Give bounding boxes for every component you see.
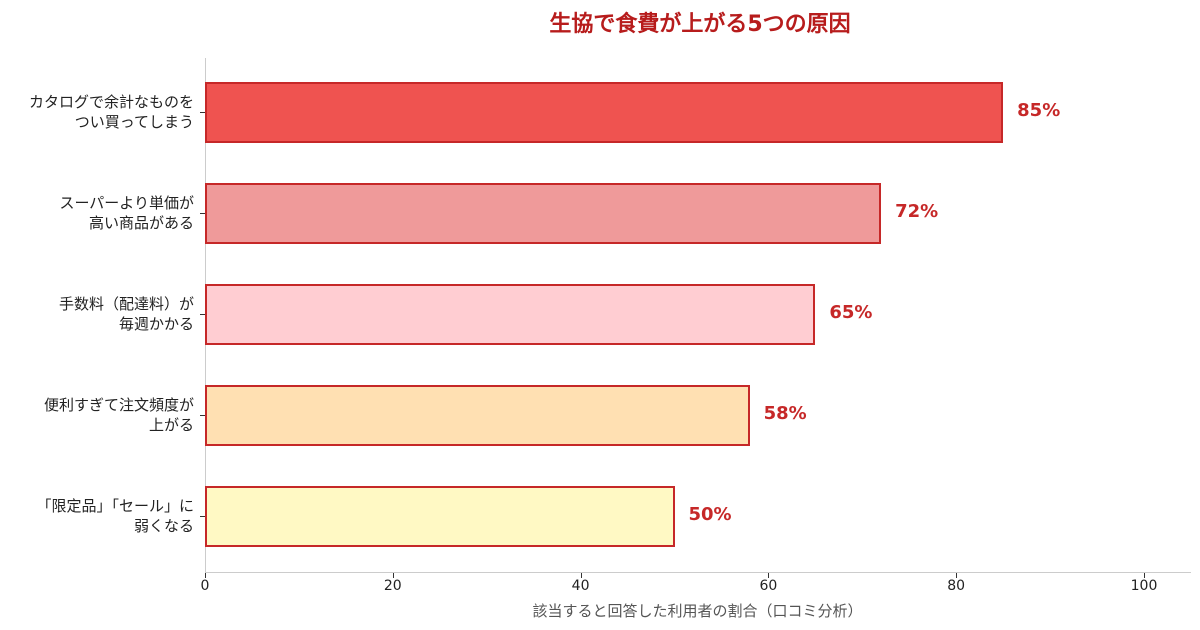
x-axis-line (205, 572, 1191, 573)
chart-title: 生協で食費が上がる5つの原因 (549, 12, 851, 37)
x-tick-mark (1144, 573, 1145, 578)
x-tick-mark (956, 573, 958, 578)
bar (205, 183, 882, 244)
category-label-line2: つい買ってしまう (74, 113, 194, 131)
x-tick-label: 80 (947, 578, 966, 594)
category-label-line1: 手数料（配達料）が (58, 295, 194, 313)
bar-value-label: 50% (688, 504, 732, 525)
category-label: 便利すぎて注文頻度が上がる (0, 395, 194, 435)
x-tick-mark (392, 573, 394, 578)
category-label: カタログで余計なものをつい買ってしまう (0, 92, 194, 132)
x-tick-mark (580, 573, 582, 578)
bar-value-label: 72% (895, 201, 939, 222)
category-label-line1: 便利すぎて注文頻度が (43, 396, 194, 414)
x-axis-label: 該当すると回答した利用者の割合（口コミ分析） (532, 602, 863, 620)
category-label: スーパーより単価が高い商品がある (0, 193, 194, 233)
y-tick-mark (200, 112, 205, 113)
category-label-line1: カタログで余計なものを (28, 93, 194, 111)
x-tick-label: 60 (759, 578, 778, 594)
x-tick-mark (205, 573, 206, 578)
bar-value-label: 65% (829, 302, 873, 323)
bar (205, 82, 1004, 143)
bar (205, 486, 675, 547)
category-label: 手数料（配達料）が毎週かかる (0, 294, 194, 334)
y-tick-mark (200, 314, 205, 315)
plot-area: 85% 72% 65% 58% 50% (205, 58, 1190, 572)
bar-value-label: 85% (1017, 100, 1061, 121)
category-label-line2: 毎週かかる (118, 315, 194, 333)
x-tick-mark (768, 573, 770, 578)
category-label-line2: 高い商品がある (88, 214, 194, 232)
x-tick-label: 40 (571, 578, 590, 594)
category-label: 「限定品」「セール」に弱くなる (0, 496, 194, 536)
x-tick-label: 20 (383, 578, 402, 594)
category-label-line2: 上がる (148, 416, 194, 434)
x-tick-label: 100 (1130, 578, 1158, 594)
y-tick-mark (200, 516, 205, 517)
bar-value-label: 58% (763, 403, 807, 424)
category-label-line1: スーパーより単価が (59, 194, 194, 212)
bar (205, 385, 750, 446)
x-tick-label: 0 (200, 578, 210, 594)
category-label-line1: 「限定品」「セール」に (36, 497, 194, 515)
bar (205, 284, 816, 345)
category-label-line2: 弱くなる (133, 517, 194, 535)
y-tick-mark (200, 213, 205, 214)
y-tick-mark (200, 415, 205, 416)
